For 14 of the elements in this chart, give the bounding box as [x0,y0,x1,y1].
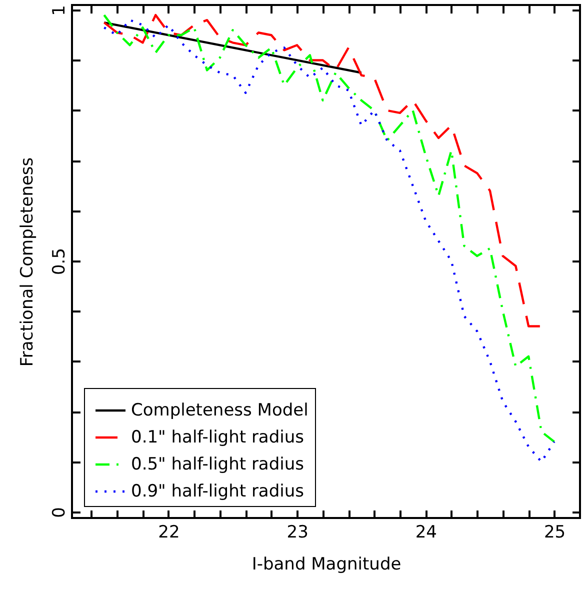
x-tick-label: 22 [158,522,180,542]
x-tick-label: 24 [415,522,437,542]
x-tick-label: 23 [286,522,308,542]
line-series [103,14,543,328]
x-tick-label: 25 [544,522,566,542]
x-axis-title: I-band Magnitude [252,554,402,574]
legend-label: 0.1" half-light radius [131,428,304,448]
y-tick-label: 1 [50,5,70,16]
y-tick-label: 0 [50,507,70,518]
legend-label: 0.9" half-light radius [131,482,304,502]
y-axis-title: Fractional Completeness [18,157,38,367]
legend-label: 0.5" half-light radius [131,454,304,474]
legend-label: Completeness Model [131,400,308,420]
y-tick-label: 0.5 [50,248,70,276]
